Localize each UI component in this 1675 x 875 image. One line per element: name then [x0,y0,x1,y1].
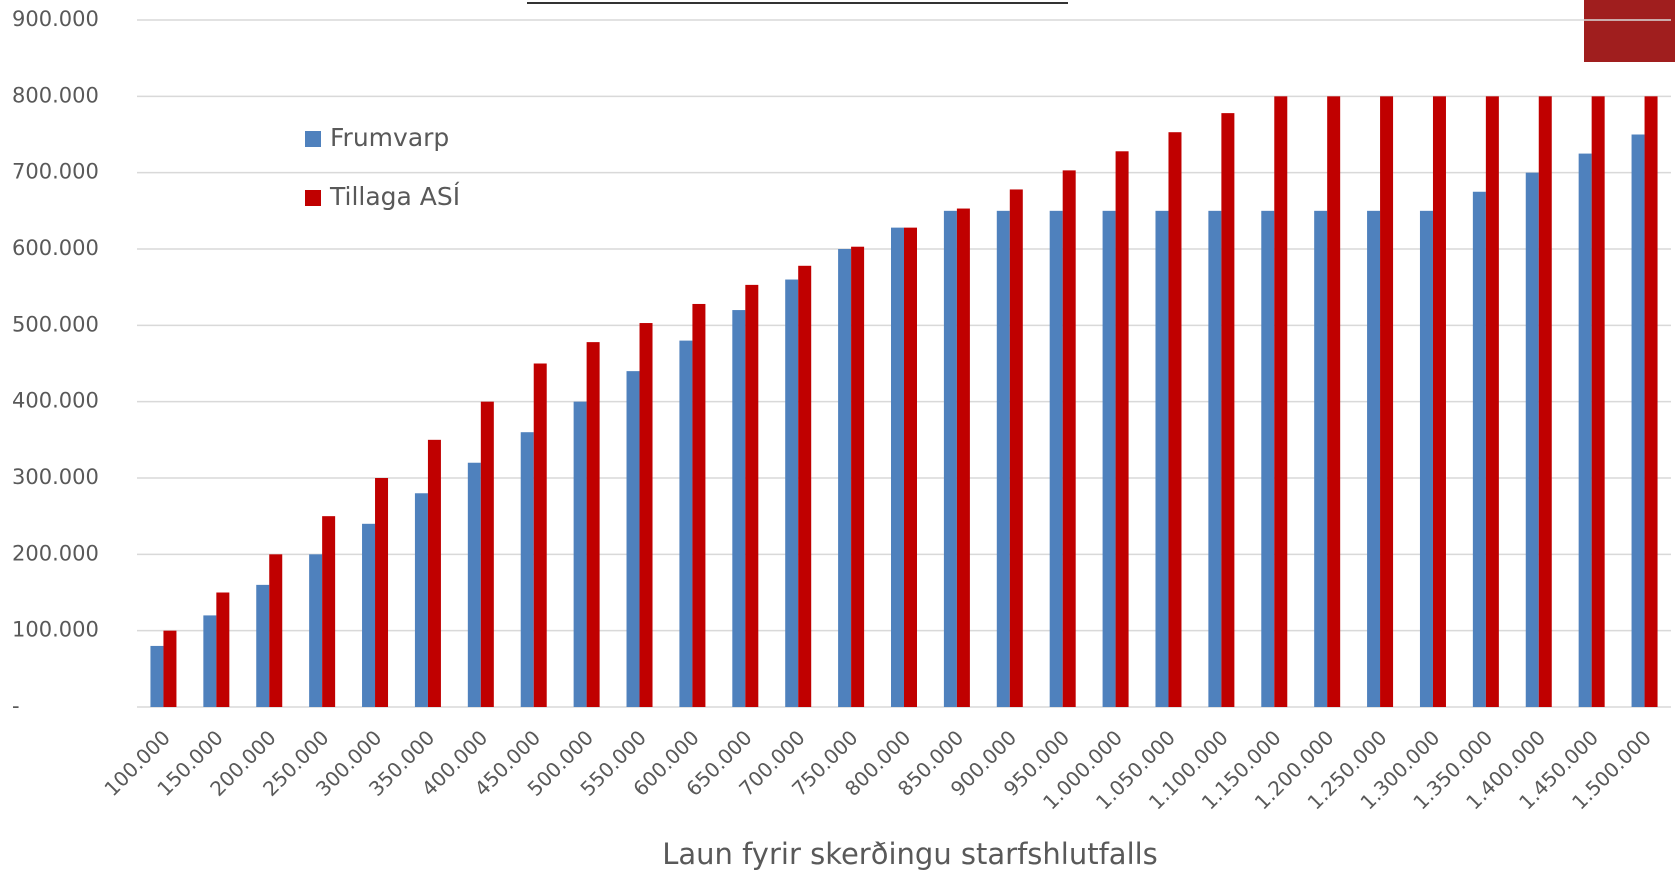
bar [322,516,336,707]
bar [1525,172,1539,707]
bar [1631,134,1645,707]
bar [904,227,917,708]
bar [467,462,481,707]
bar [203,615,217,707]
bar [838,249,852,707]
bar [891,227,904,708]
bar [309,554,323,707]
y-tick-label: 800.000 [12,83,99,107]
bar [692,303,706,707]
bar [1115,151,1129,707]
logo [1584,0,1675,62]
bar [480,401,494,707]
legend-label: Tillaga ASÍ [329,182,460,211]
bar [1208,210,1222,708]
bar [1538,96,1552,708]
bar [1049,210,1063,708]
y-tick-label: 200.000 [12,541,99,565]
bar [427,439,441,707]
bar [1367,210,1381,708]
bar [414,493,428,707]
bar [1432,96,1446,708]
y-tick-label: 400.000 [12,389,99,413]
bar [1644,96,1658,708]
bar [1419,210,1433,708]
bar [956,208,970,707]
y-tick-label: - [12,694,20,718]
y-tick-label: 500.000 [12,312,99,336]
bar [163,630,177,707]
x-axis-label: Laun fyrir skerðingu starfshlutfalls [662,837,1158,871]
bar [269,554,283,707]
bar [216,592,230,707]
bar [1274,96,1288,708]
bar [785,279,799,707]
bar [1472,191,1486,707]
bar [626,371,640,707]
bar [573,401,587,707]
bar [586,342,600,707]
y-tick-label: 600.000 [12,236,99,260]
y-tick-label: 300.000 [12,465,99,489]
y-tick-label: 700.000 [12,160,99,184]
bar [1314,210,1328,708]
bar [1327,96,1341,708]
bar [1591,96,1605,708]
bar [1485,96,1499,708]
bar [1102,210,1116,708]
bar [256,584,270,707]
bar [1221,113,1235,708]
bar [533,363,547,707]
bar [745,284,759,707]
bar [1578,153,1592,708]
bar [679,340,693,707]
bar [851,246,865,707]
bar [375,478,389,707]
bar [520,432,534,707]
bar [1009,189,1023,707]
y-tick-label: 900.000 [12,7,99,31]
legend-swatch [305,131,321,147]
bar [1261,210,1275,708]
bar [1380,96,1394,708]
bar [639,323,653,707]
legend-swatch [305,190,321,206]
y-tick-label: 100.000 [12,618,99,642]
bar [943,210,957,708]
legend-label: Frumvarp [330,123,449,152]
bar [362,523,376,707]
bar [798,265,812,707]
bar [996,210,1010,708]
bar [1168,132,1182,707]
bar [150,645,164,707]
bar [1155,210,1169,708]
bar [732,310,746,707]
bar [1062,170,1076,708]
